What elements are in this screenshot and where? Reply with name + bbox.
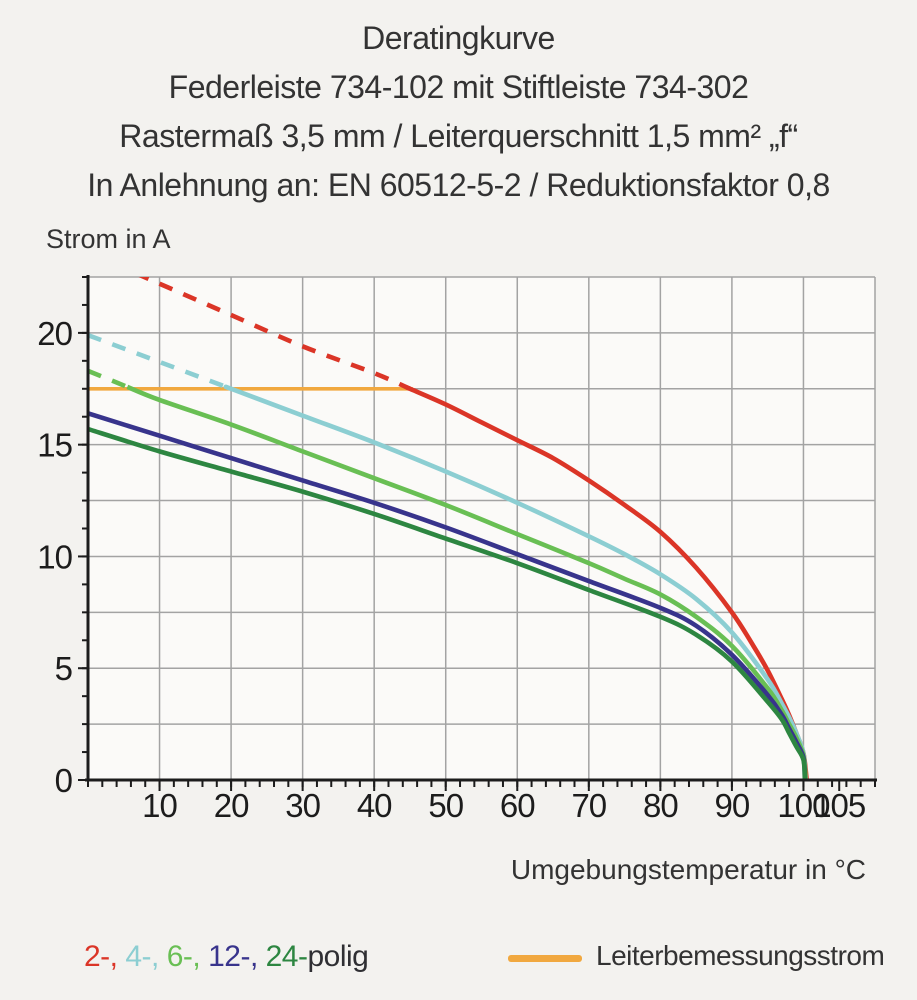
svg-text:15: 15: [37, 427, 72, 464]
axis-ticks: [78, 276, 876, 791]
legend-rated-current: Leiterbemessungsstrom: [508, 940, 885, 972]
curve-4-polig: [223, 384, 808, 780]
grid: [88, 276, 876, 780]
svg-text:30: 30: [285, 787, 320, 824]
chart-title-block: Deratingkurve Federleiste 734-102 mit St…: [0, 14, 917, 210]
svg-text:20: 20: [214, 787, 249, 824]
svg-text:20: 20: [37, 315, 72, 352]
svg-text:60: 60: [500, 787, 535, 824]
y-axis-title: Strom in A: [46, 224, 171, 254]
curve-24-polig: [88, 426, 808, 780]
rated-current-label: Leiterbemessungsstrom: [596, 940, 885, 971]
svg-text:70: 70: [571, 787, 606, 824]
legend-series-2-polig: 2-,: [84, 940, 126, 973]
legend-pole-counts: 2-, 4-, 6-, 12-, 24-polig: [84, 940, 369, 974]
legend-series-4-polig: 4-,: [125, 940, 167, 973]
curve-2-polig-dashed: [138, 277, 411, 391]
rated-current-line-swatch: [508, 954, 582, 962]
title-line-2: Federleiste 734-102 mit Stiftleiste 734-…: [168, 69, 749, 105]
title-line-4: In Anlehnung an: EN 60512-5-2 / Reduktio…: [87, 167, 830, 203]
legend-row: 2-, 4-, 6-, 12-, 24-polig Leiterbemessun…: [0, 936, 917, 986]
curve-6-polig-dashed: [88, 368, 129, 390]
y-tick-labels: 0 5 10 15 20: [37, 315, 73, 799]
curves: [88, 277, 809, 780]
svg-text:10: 10: [142, 787, 177, 824]
x-axis-title: Umgebungstemperatur in °C: [510, 854, 866, 885]
curve-4-polig-dashed: [88, 332, 232, 391]
svg-text:100: 100: [777, 787, 830, 824]
legend-suffix: polig: [307, 940, 369, 973]
title-line-3: Rastermaß 3,5 mm / Leiterquerschnitt 1,5…: [119, 118, 798, 154]
svg-text:80: 80: [643, 787, 678, 824]
svg-text:10: 10: [37, 538, 72, 575]
legend-series-24-polig: 24-: [265, 940, 308, 973]
svg-text:50: 50: [428, 787, 463, 824]
svg-text:0: 0: [55, 762, 73, 799]
legend-series-12-polig: 12-,: [208, 940, 266, 973]
svg-text:105: 105: [813, 787, 865, 824]
svg-text:90: 90: [715, 787, 750, 824]
svg-text:40: 40: [357, 787, 392, 824]
legend-series-6-polig: 6-,: [166, 940, 209, 973]
svg-text:5: 5: [55, 650, 72, 687]
title-line-1: Deratingkurve: [362, 20, 555, 56]
